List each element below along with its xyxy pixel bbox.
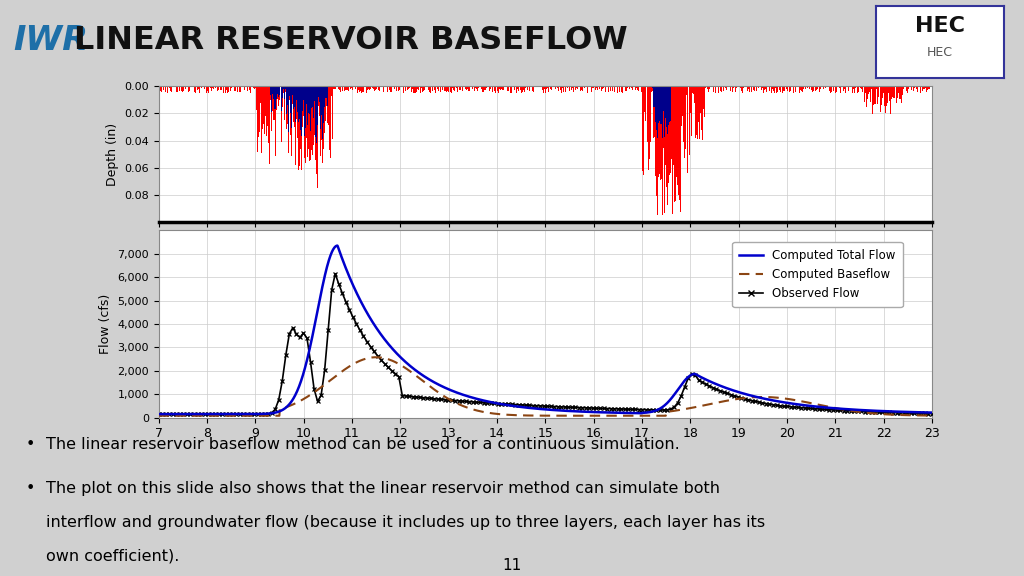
Observed Flow — [368, 348, 380, 355]
Observed Flow — [926, 410, 938, 417]
Observed Flow — [834, 407, 846, 414]
Observed Flow — [848, 408, 860, 415]
Y-axis label: Depth (in): Depth (in) — [105, 123, 119, 185]
Legend: Computed Total Flow, Computed Baseflow, Observed Flow: Computed Total Flow, Computed Baseflow, … — [732, 242, 903, 307]
Text: The linear reservoir baseflow method can be used for a continuous simulation.: The linear reservoir baseflow method can… — [46, 437, 680, 452]
Computed Baseflow — [370, 354, 382, 361]
Text: •: • — [26, 437, 35, 452]
Computed Total Flow — [762, 396, 774, 403]
Line: Computed Total Flow: Computed Total Flow — [159, 245, 932, 414]
Text: •: • — [26, 482, 35, 497]
Computed Baseflow — [508, 412, 520, 419]
Computed Baseflow — [528, 412, 541, 419]
Computed Baseflow — [903, 412, 915, 419]
Computed Baseflow — [193, 412, 205, 419]
Computed Total Flow — [926, 409, 938, 416]
Computed Baseflow — [762, 393, 774, 400]
Text: The plot on this slide also shows that the linear reservoir method can simulate : The plot on this slide also shows that t… — [46, 482, 720, 497]
Text: IWR: IWR — [13, 24, 88, 57]
Computed Baseflow — [903, 412, 915, 419]
Computed Baseflow — [153, 412, 165, 419]
Text: LINEAR RESERVOIR BASEFLOW: LINEAR RESERVOIR BASEFLOW — [75, 25, 628, 56]
Computed Total Flow — [903, 408, 915, 415]
Text: HEC: HEC — [927, 46, 952, 59]
Text: own coefficient).: own coefficient). — [46, 548, 179, 563]
Computed Total Flow — [331, 242, 343, 249]
Y-axis label: Flow (cfs): Flow (cfs) — [99, 294, 112, 354]
Observed Flow — [329, 270, 341, 277]
Text: HEC: HEC — [914, 16, 965, 36]
Observed Flow — [382, 364, 394, 371]
Computed Total Flow — [528, 405, 541, 412]
Text: interflow and groundwater flow (because it includes up to three layers, each lay: interflow and groundwater flow (because … — [46, 515, 765, 530]
Line: Computed Baseflow: Computed Baseflow — [159, 357, 932, 416]
Observed Flow — [153, 411, 165, 418]
Text: 11: 11 — [503, 558, 521, 573]
Computed Total Flow — [193, 411, 205, 418]
Computed Total Flow — [153, 411, 165, 418]
Computed Total Flow — [508, 403, 520, 410]
Observed Flow — [569, 404, 582, 411]
Computed Total Flow — [903, 408, 915, 415]
Computed Baseflow — [926, 412, 938, 419]
Observed Flow — [809, 406, 821, 412]
Line: Observed Flow: Observed Flow — [157, 271, 934, 416]
